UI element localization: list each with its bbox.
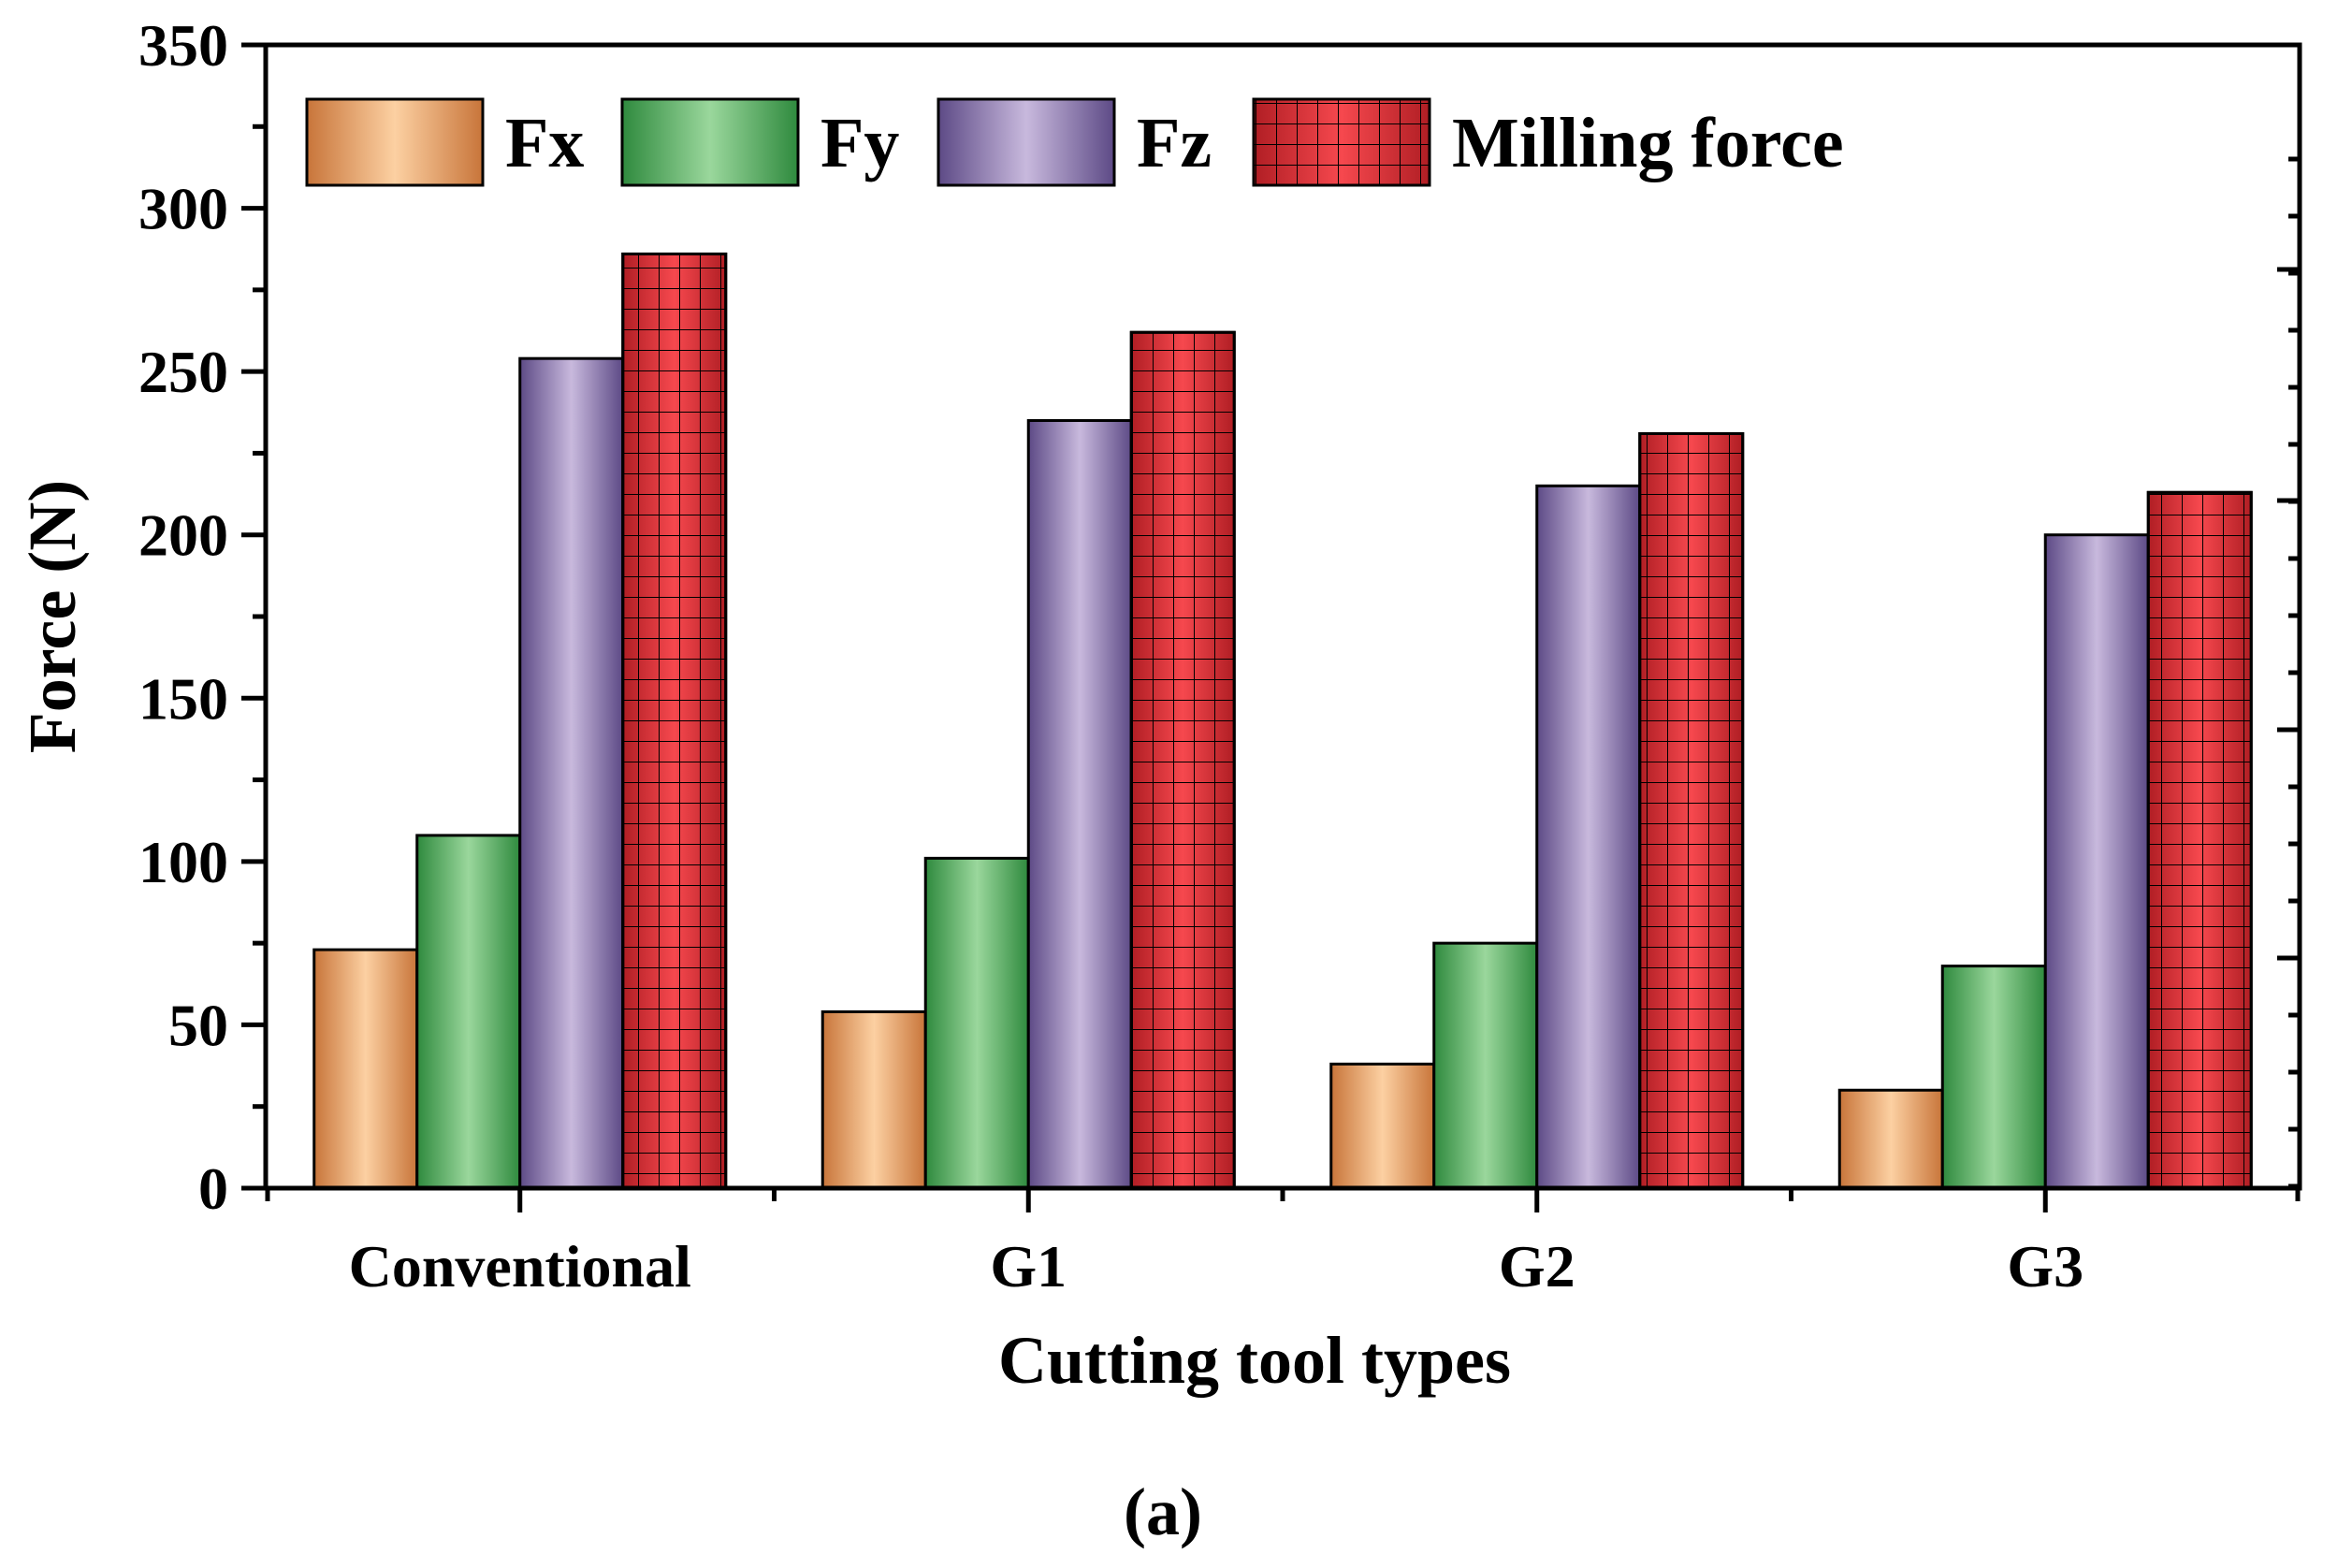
legend-swatch-hatch (1252, 97, 1431, 187)
y-tick-label: 350 (138, 12, 228, 79)
bar-hatch-g3 (2146, 490, 2253, 1190)
bar-hatch-g2 (1638, 431, 1745, 1190)
legend-label-milling-force: Milling force (1452, 104, 1844, 182)
legend-label-fy: Fy (820, 104, 899, 182)
bar-fx-conventional (312, 948, 419, 1190)
legend-swatch-fz (936, 97, 1116, 187)
bar-fy-g3 (1940, 965, 2047, 1190)
bar-fz-g1 (1026, 419, 1133, 1190)
bars (312, 252, 2253, 1190)
y-tick-label: 250 (138, 339, 228, 405)
y-axis-title: Force (N) (15, 480, 90, 754)
bar-fx-g3 (1837, 1088, 1944, 1190)
y-tick-label: 50 (168, 992, 228, 1058)
y-tick-label: 150 (138, 665, 228, 732)
x-tick-label-g2: G2 (1499, 1233, 1575, 1299)
legend-label-fz: Fz (1137, 104, 1212, 182)
bar-fy-conventional (415, 834, 522, 1190)
y-tick-label: 200 (138, 502, 228, 569)
x-tick-label-g1: G1 (990, 1233, 1067, 1299)
legend-label-fx: Fx (505, 104, 584, 182)
bar-fz-g2 (1535, 484, 1642, 1190)
bar-fz-g3 (2043, 533, 2150, 1190)
bar-fy-g2 (1432, 941, 1539, 1190)
y-tick-label: 0 (198, 1155, 228, 1222)
bar-fz-conventional (518, 356, 625, 1190)
bar-hatch-g1 (1129, 330, 1236, 1190)
bar-fx-g1 (820, 1009, 927, 1190)
panel-label: (a) (1124, 1474, 1202, 1549)
legend-swatch-fy (620, 97, 800, 187)
legend-swatch-fx (305, 97, 485, 187)
bar-fy-g1 (923, 856, 1030, 1190)
x-tick-label-g3: G3 (2007, 1233, 2083, 1299)
y-tick-label: 100 (138, 829, 228, 895)
axes: 0 50 100 150 200 250 300 350 Conventional G1 G2 G3 (138, 12, 2302, 1299)
x-tick-label-conventional: Conventional (349, 1233, 691, 1299)
legend: Fx Fy Fz Milling force (305, 97, 1844, 187)
x-axis-title: Cutting tool types (998, 1323, 1511, 1398)
y-tick-label: 300 (138, 176, 228, 242)
bar-fx-g2 (1329, 1062, 1436, 1190)
bar-hatch-conventional (621, 252, 728, 1190)
